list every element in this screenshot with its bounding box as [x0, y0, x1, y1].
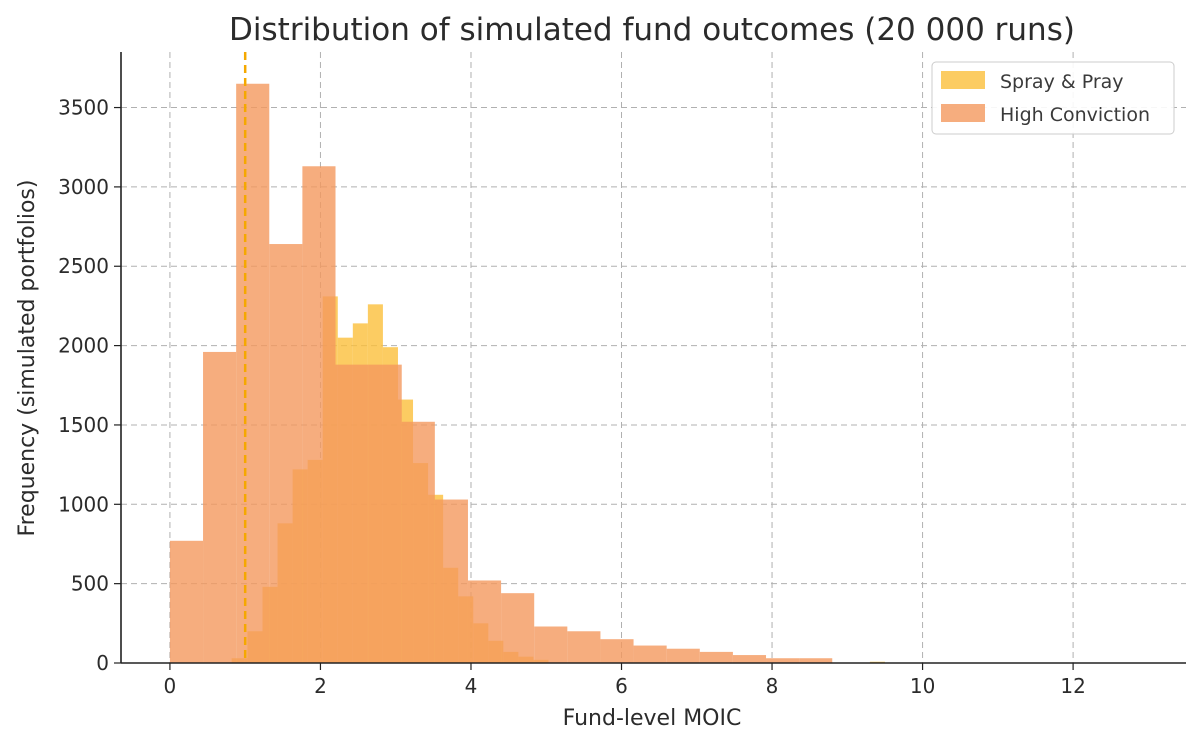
histogram-bar — [203, 351, 237, 663]
x-tick-label: 12 — [1060, 674, 1085, 698]
chart-title: Distribution of simulated fund outcomes … — [229, 12, 1075, 48]
histogram-bar — [766, 658, 800, 663]
y-tick-label: 0 — [96, 651, 109, 675]
x-tick-label: 4 — [465, 674, 478, 698]
y-axis-ticks: 0 500 1000 1500 2000 2500 3000 3500 — [58, 96, 121, 675]
y-tick-label: 1500 — [58, 413, 109, 437]
histogram-bar — [302, 166, 336, 663]
legend-swatch-spray-and-pray — [941, 71, 985, 89]
x-tick-label: 6 — [615, 674, 628, 698]
y-tick-label: 2500 — [58, 254, 109, 278]
histogram-bar — [534, 626, 568, 663]
histogram-bars — [169, 83, 885, 664]
histogram-bar — [368, 364, 402, 663]
histogram-bar — [269, 244, 303, 663]
histogram-bar — [633, 645, 667, 663]
legend-label-high-conviction: High Conviction — [1000, 104, 1150, 126]
legend-frame — [931, 61, 1175, 135]
histogram-bar — [434, 499, 468, 663]
x-tick-label: 2 — [314, 674, 327, 698]
histogram-bar — [567, 631, 601, 663]
y-tick-label: 3000 — [58, 175, 109, 199]
legend-swatch-high-conviction — [941, 104, 985, 122]
legend-label-spray-and-pray: Spray & Pray — [1000, 71, 1124, 93]
y-tick-label: 500 — [71, 572, 109, 596]
histogram-bar — [666, 648, 700, 663]
histogram-bar — [467, 580, 502, 663]
histogram-bar — [401, 421, 435, 663]
series-1 — [169, 83, 833, 664]
x-tick-label: 8 — [766, 674, 779, 698]
y-tick-label: 1000 — [58, 492, 109, 516]
histogram-bar — [732, 655, 767, 663]
x-axis-label: Fund-level MOIC — [563, 706, 742, 731]
histogram-bar — [335, 364, 369, 663]
histogram-bar — [600, 639, 634, 663]
chart-legend: Spray & Pray High Conviction — [931, 61, 1175, 135]
y-axis-label: Frequency (simulated portfolios) — [15, 180, 40, 537]
histogram-bar — [501, 593, 535, 663]
y-tick-label: 3500 — [58, 96, 109, 120]
histogram-bar — [236, 83, 270, 664]
y-tick-label: 2000 — [58, 334, 109, 358]
x-tick-label: 10 — [910, 674, 935, 698]
histogram-bar — [169, 540, 204, 663]
x-axis-ticks: 0 2 4 6 8 10 12 — [164, 663, 1086, 698]
x-tick-label: 0 — [164, 674, 177, 698]
histogram-bar — [799, 658, 833, 663]
histogram-bar — [699, 651, 733, 663]
